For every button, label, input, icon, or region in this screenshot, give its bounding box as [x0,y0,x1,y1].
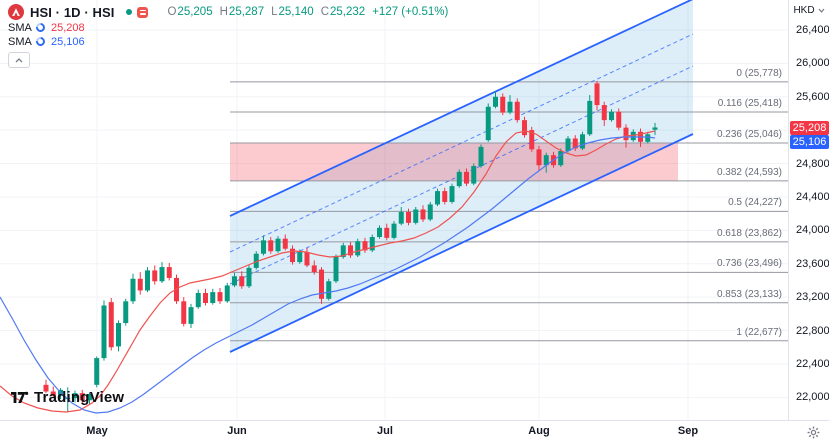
indicator-value: 25,106 [51,35,85,48]
sma-fast-price-badge: 25,208 [790,121,829,135]
open-label: O [167,6,177,18]
indicator-value: 25,208 [51,21,85,34]
high-value: 25,287 [228,6,265,18]
month-label: Aug [528,425,550,437]
price-tick-label: 22,800 [796,324,829,337]
legend-collapse-button[interactable] [8,52,30,68]
month-label: Sep [677,425,699,437]
sma-slow-price-badge: 25,106 [790,135,829,149]
candlestick-chart[interactable] [0,0,788,420]
fib-level-label: 0.853 (23,133) [716,288,782,300]
fib-level-label: 0 (25,778) [736,67,782,79]
change-value: +127 (+0.51%) [372,6,449,18]
indicator-label: SMA [8,21,32,34]
fib-level-label: 0.736 (23,496) [716,258,782,270]
low-label: L [271,6,278,18]
price-tick-label: 23,600 [796,257,829,270]
indicator-row-sma-slow[interactable]: SMA 25,106 [8,35,448,48]
fib-level-label: 0.382 (24,593) [716,166,782,178]
fib-level-label: 0.236 (25,046) [716,129,782,140]
price-tick-label: 24,400 [796,190,829,203]
tradingview-watermark[interactable]: TradingView [10,389,124,406]
gear-icon [807,426,819,438]
chevron-down-icon [818,8,825,13]
axis-settings-button[interactable] [805,424,821,440]
price-tick-label: 25,600 [796,90,829,103]
currency-label: HKD [793,5,815,16]
close-value: 25,232 [330,6,366,18]
month-label: Jun [227,425,247,437]
price-tick-label: 23,200 [796,291,829,304]
price-tick-label: 24,800 [796,157,829,170]
chart-pane[interactable]: 0 (25,778) 0.116 (25,418) 0.236 (25,046) 0.… [0,0,788,420]
time-axis[interactable]: May Jun Jul Aug Sep [0,420,829,442]
price-tick-label: 22,000 [796,391,829,404]
watermark-text: TradingView [34,389,125,406]
indicator-label: SMA [8,35,32,48]
indicator-loop-icon [34,21,47,34]
price-tick-label: 26,000 [796,57,829,70]
market-open-dot-icon [126,9,133,15]
open-value: 25,205 [177,6,213,18]
indicator-loop-icon [34,35,47,48]
currency-selector[interactable]: HKD [789,3,829,18]
month-label: Jul [377,425,393,437]
month-label: May [86,425,108,437]
price-tick-label: 22,400 [796,357,829,370]
symbol-legend-row[interactable]: HSI · 1D · HSI O 25,205 H 25,287 L 25,140 C… [8,4,448,20]
chevron-up-icon [15,57,23,62]
tradingview-logo-icon [11,391,29,403]
symbol-title[interactable]: HSI · 1D · HSI [30,4,115,20]
fib-level-label: 1 (22,677) [736,326,782,338]
high-label: H [219,6,228,18]
indicator-row-sma-fast[interactable]: SMA 25,208 [8,21,448,34]
fib-level-label: 0.116 (25,418) [717,97,782,109]
chart-legend: HSI · 1D · HSI O 25,205 H 25,287 L 25,140 C… [8,4,448,68]
fib-level-label: 0.618 (23,862) [716,227,782,239]
price-tick-label: 24,000 [796,224,829,237]
price-axis[interactable]: HKD 26,400 26,000 25,600 24,800 24,400 24,000… [788,0,829,420]
events-icon[interactable] [137,6,149,18]
price-tick-label: 26,400 [796,23,829,36]
low-value: 25,140 [278,6,314,18]
close-label: C [320,6,330,18]
fib-level-label: 0.5 (24,227) [728,197,782,209]
ohlc-values: O 25,205 H 25,287 L 25,140 C 25,232 +127 (+0… [160,6,448,18]
symbol-logo-icon [8,4,24,20]
